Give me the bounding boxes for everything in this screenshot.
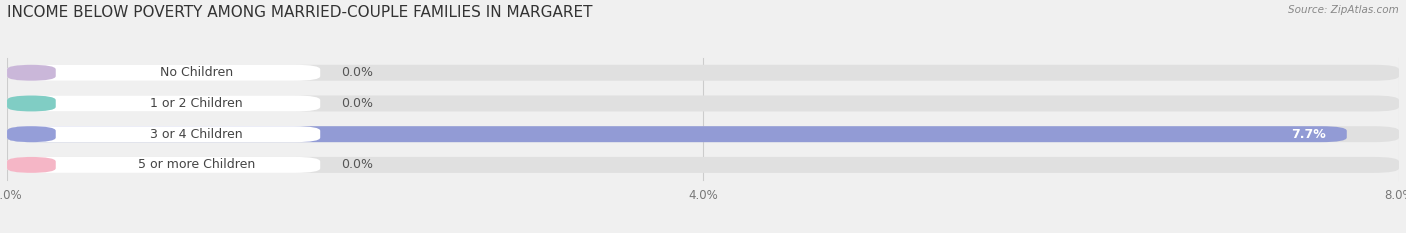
Text: 5 or more Children: 5 or more Children [138,158,256,171]
FancyBboxPatch shape [7,96,1399,111]
FancyBboxPatch shape [7,126,56,142]
Text: 7.7%: 7.7% [1291,128,1326,141]
Text: 0.0%: 0.0% [342,97,373,110]
FancyBboxPatch shape [7,96,56,111]
FancyBboxPatch shape [7,96,321,111]
Text: 0.0%: 0.0% [342,158,373,171]
FancyBboxPatch shape [7,157,56,173]
Text: 1 or 2 Children: 1 or 2 Children [150,97,243,110]
FancyBboxPatch shape [7,126,1399,142]
FancyBboxPatch shape [7,126,1347,142]
FancyBboxPatch shape [7,65,1399,81]
FancyBboxPatch shape [7,65,321,81]
Text: Source: ZipAtlas.com: Source: ZipAtlas.com [1288,5,1399,15]
Text: INCOME BELOW POVERTY AMONG MARRIED-COUPLE FAMILIES IN MARGARET: INCOME BELOW POVERTY AMONG MARRIED-COUPL… [7,5,592,20]
Text: 0.0%: 0.0% [342,66,373,79]
FancyBboxPatch shape [7,65,56,81]
FancyBboxPatch shape [7,157,1399,173]
FancyBboxPatch shape [7,157,321,173]
Text: 3 or 4 Children: 3 or 4 Children [150,128,243,141]
FancyBboxPatch shape [7,126,321,142]
Text: No Children: No Children [160,66,233,79]
